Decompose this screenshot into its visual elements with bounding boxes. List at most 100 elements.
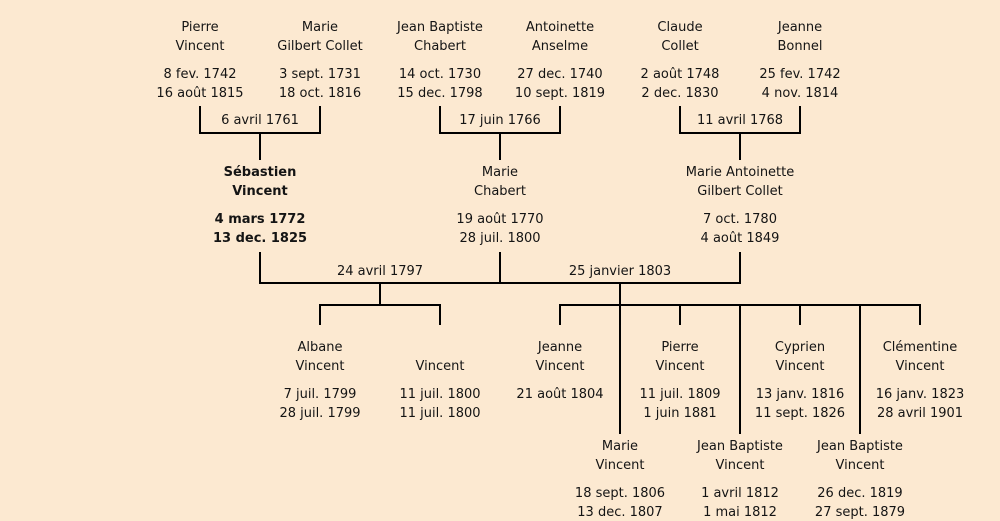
children-bracket <box>319 304 441 306</box>
death-date: 13 dec. 1807 <box>577 505 663 520</box>
birth-date: 7 oct. 1780 <box>703 212 777 227</box>
person-name: Claude <box>657 20 703 35</box>
birth-date: 11 juil. 1800 <box>399 387 481 402</box>
death-date: 28 avril 1901 <box>876 406 964 421</box>
death-date: 11 juil. 1800 <box>399 406 481 421</box>
descent-line <box>379 284 381 306</box>
birth-date: 25 fev. 1742 <box>759 67 841 82</box>
descent-line <box>619 284 621 434</box>
person-jean-baptiste-vincent-2: Jean Baptiste Vincent 26 dec. 1819 27 se… <box>780 437 940 521</box>
marriage-bracket-line <box>679 106 681 134</box>
children-bracket <box>559 304 921 306</box>
person-marie-vincent: Marie Vincent 18 sept. 1806 13 dec. 1807 <box>540 437 700 521</box>
person-name: Vincent <box>655 359 705 374</box>
birth-date: 2 août 1748 <box>640 67 720 82</box>
marriage-bracket-line <box>199 106 201 134</box>
death-date: 16 août 1815 <box>156 86 244 101</box>
person-name: Collet <box>661 39 699 54</box>
person-marie-gilbert-collet: Marie Gilbert Collet 3 sept. 1731 18 oct… <box>240 18 400 103</box>
person-name: Antoinette <box>525 20 595 35</box>
person-name: Clémentine <box>882 340 958 355</box>
person-name: Jean Baptiste <box>397 20 483 35</box>
person-jean-baptiste-chabert: Jean Baptiste Chabert 14 oct. 1730 15 de… <box>360 18 520 103</box>
death-date: 2 dec. 1830 <box>641 86 719 101</box>
marriage-bracket-line <box>559 106 561 134</box>
person-name: Chabert <box>474 184 526 199</box>
child-descent-line <box>799 306 801 325</box>
birth-date: 8 fev. 1742 <box>163 67 237 82</box>
birth-date: 11 juil. 1809 <box>639 387 721 402</box>
birth-date: 13 janv. 1816 <box>755 387 845 402</box>
death-date: 13 dec. 1825 <box>212 231 308 246</box>
birth-date: 3 sept. 1731 <box>279 67 361 82</box>
descent-line <box>259 252 261 284</box>
birth-date: 16 janv. 1823 <box>875 387 965 402</box>
person-marie-antoinette-gilbert-collet: Marie Antoinette Gilbert Collet 7 oct. 1… <box>655 163 825 248</box>
birth-date: 27 dec. 1740 <box>517 67 603 82</box>
person-name: Vincent <box>175 39 225 54</box>
birth-date: 19 août 1770 <box>456 212 544 227</box>
death-date: 27 sept. 1879 <box>814 505 906 520</box>
marriage-bracket-line <box>199 132 321 134</box>
marriage-bracket-line <box>439 132 561 134</box>
marriage-date-label: 24 avril 1797 <box>336 264 424 279</box>
person-name: Vincent <box>232 184 288 199</box>
death-date: 4 nov. 1814 <box>761 86 839 101</box>
child-descent-line <box>439 306 441 325</box>
marriage-bracket-line <box>679 132 801 134</box>
person-name: Marie Antoinette <box>685 165 795 180</box>
person-name: Jean Baptiste <box>817 439 903 454</box>
child-descent-line <box>679 306 681 325</box>
marriage-bracket-line <box>439 106 441 134</box>
person-name: Cyprien <box>774 340 826 355</box>
person-jeanne-bonnel: Jeanne Bonnel 25 fev. 1742 4 nov. 1814 <box>720 18 880 103</box>
person-name: Pierre <box>661 340 699 355</box>
birth-date: 21 août 1804 <box>516 387 604 402</box>
person-clementine-vincent: Clémentine Vincent 16 janv. 1823 28 avri… <box>840 338 1000 423</box>
person-name: Marie <box>481 165 519 180</box>
death-date: 15 dec. 1798 <box>397 86 483 101</box>
marriage-bracket-line <box>319 106 321 134</box>
person-name: Jeanne <box>777 20 823 35</box>
person-name: Sébastien <box>223 165 297 180</box>
death-date: 28 juil. 1799 <box>279 406 361 421</box>
person-pierre-vincent-child: Pierre Vincent 11 juil. 1809 1 juin 1881 <box>600 338 760 423</box>
person-name: Vincent <box>835 458 885 473</box>
person-claude-collet: Claude Collet 2 août 1748 2 dec. 1830 <box>600 18 760 103</box>
person-jean-baptiste-vincent-1: Jean Baptiste Vincent 1 avril 1812 1 mai… <box>660 437 820 521</box>
person-name: Bonnel <box>777 39 823 54</box>
descent-line <box>259 134 261 160</box>
descent-line <box>499 252 501 284</box>
death-date: 18 oct. 1816 <box>278 86 362 101</box>
marriage-bracket-line <box>799 106 801 134</box>
person-sebastien-vincent: Sébastien Vincent 4 mars 1772 13 dec. 18… <box>180 163 340 248</box>
person-name: Jean Baptiste <box>697 439 783 454</box>
death-date: 1 mai 1812 <box>703 505 777 520</box>
birth-date: 1 avril 1812 <box>701 486 779 501</box>
descent-line <box>739 134 741 160</box>
marriage-date-label: 6 avril 1761 <box>221 113 299 128</box>
person-name: Anselme <box>531 39 589 54</box>
person-name: Jeanne <box>537 340 583 355</box>
person-name: Vincent <box>895 359 945 374</box>
birth-date: 7 juil. 1799 <box>283 387 357 402</box>
person-marie-chabert: Marie Chabert 19 août 1770 28 juil. 1800 <box>420 163 580 248</box>
death-date: 11 sept. 1826 <box>754 406 846 421</box>
death-date: 10 sept. 1819 <box>514 86 606 101</box>
person-cyprien-vincent: Cyprien Vincent 13 janv. 1816 11 sept. 1… <box>720 338 880 423</box>
person-name: Gilbert Collet <box>277 39 363 54</box>
child-descent-line <box>739 306 741 434</box>
person-antoinette-anselme: Antoinette Anselme 27 dec. 1740 10 sept.… <box>480 18 640 103</box>
person-vincent: Vincent 11 juil. 1800 11 juil. 1800 <box>360 338 520 423</box>
marriage-date-label: 17 juin 1766 <box>459 113 541 128</box>
person-name: Vincent <box>295 359 345 374</box>
descent-line <box>499 134 501 160</box>
death-date: 28 juil. 1800 <box>459 231 541 246</box>
person-albane-vincent: Albane Vincent 7 juil. 1799 28 juil. 179… <box>240 338 400 423</box>
birth-date: 26 dec. 1819 <box>817 486 903 501</box>
person-name: Chabert <box>414 39 466 54</box>
child-descent-line <box>319 306 321 325</box>
birth-date: 4 mars 1772 <box>214 212 306 227</box>
person-name: Vincent <box>415 359 465 374</box>
